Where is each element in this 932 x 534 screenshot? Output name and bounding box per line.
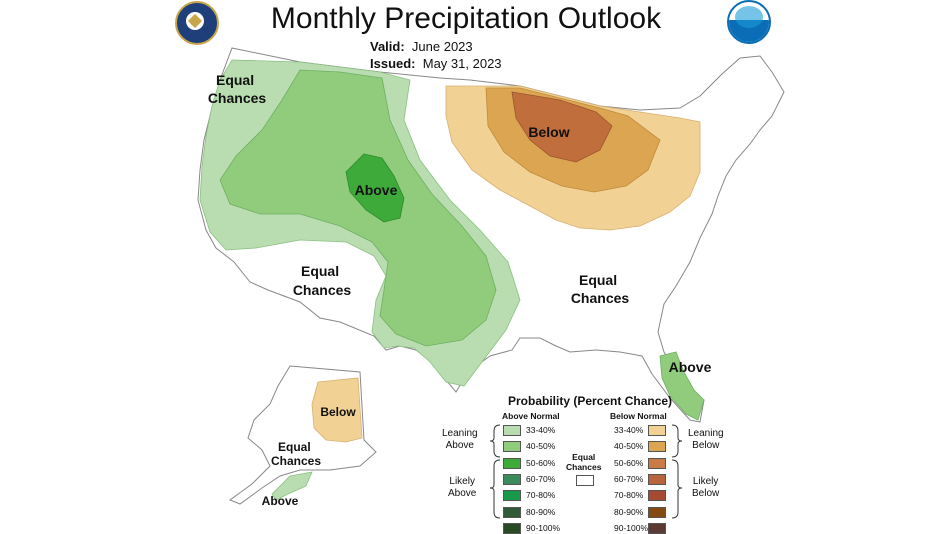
legend-equal-chances: Equal Chances xyxy=(566,452,602,472)
legend-swatch-below-1 xyxy=(648,441,666,452)
legend-brace-likely-below xyxy=(671,459,683,519)
legend-swatch-above-6 xyxy=(503,523,521,534)
legend-range-below-0: 33-40% xyxy=(614,425,644,435)
label-florida-above: Above xyxy=(669,359,712,375)
label-alaska-se-above: Above xyxy=(262,494,299,508)
legend-title: Probability (Percent Chance) xyxy=(508,394,673,408)
legend-above-header: Above Normal xyxy=(502,411,560,421)
legend-range-above-3: 60-70% xyxy=(526,474,556,484)
legend-swatch-below-6 xyxy=(648,523,666,534)
outlook-dates: Valid: June 2023 Issued: May 31, 2023 xyxy=(370,38,502,72)
legend-range-above-5: 80-90% xyxy=(526,507,556,517)
legend-range-below-1: 40-50% xyxy=(614,441,644,451)
page-title: Monthly Precipitation Outlook xyxy=(270,2,662,35)
legend-brace-leaning-below xyxy=(671,424,683,458)
legend-swatch-above-4 xyxy=(503,490,521,501)
legend-swatch-above-0 xyxy=(503,425,521,436)
commerce-seal-icon xyxy=(175,1,219,45)
legend-brace-likely-above xyxy=(489,459,501,519)
legend-likely-below: Likely Below xyxy=(692,476,720,499)
label-east-equal-chances: Equal Chances xyxy=(571,272,630,306)
legend-range-above-0: 33-40% xyxy=(526,425,556,435)
legend-brace-leaning-above xyxy=(489,424,501,458)
region-above-50-60-rockies xyxy=(345,153,405,223)
legend-range-below-2: 50-60% xyxy=(614,458,644,468)
region-above-33-40-alaska-se xyxy=(271,471,313,501)
legend-swatch-below-2 xyxy=(648,458,666,469)
legend-swatch-below-3 xyxy=(648,474,666,485)
legend-range-above-2: 50-60% xyxy=(526,458,556,468)
legend-swatch-below-5 xyxy=(648,507,666,518)
legend-leaning-above: Leaning Above xyxy=(442,428,478,451)
label-alaska-equal-chances: Equal Chances xyxy=(271,440,321,468)
region-above-40-50-florida xyxy=(659,351,705,421)
issued-label: Issued: xyxy=(370,56,416,71)
issued-value: May 31, 2023 xyxy=(422,56,502,71)
legend-range-above-1: 40-50% xyxy=(526,441,556,451)
region-above-40-50-west xyxy=(219,69,497,347)
legend-leaning-below: Leaning Below xyxy=(688,428,724,451)
legend-swatch-equal xyxy=(576,475,594,486)
legend-range-below-6: 90-100% xyxy=(614,523,649,533)
legend-swatch-above-1 xyxy=(503,441,521,452)
legend-swatch-below-0 xyxy=(648,425,666,436)
valid-value: June 2023 xyxy=(411,39,473,54)
label-alaska-below: Below xyxy=(320,405,356,419)
valid-label: Valid: xyxy=(370,39,405,54)
legend-likely-above: Likely Above xyxy=(448,476,477,499)
region-below-33-40-alaska xyxy=(311,377,363,443)
label-rockies-above: Above xyxy=(355,182,398,198)
legend-range-above-4: 70-80% xyxy=(526,490,556,500)
noaa-logo-icon xyxy=(727,0,771,44)
legend-swatch-above-3 xyxy=(503,474,521,485)
legend-below-header: Below Normal xyxy=(610,411,667,421)
label-great-lakes-below: Below xyxy=(528,124,569,140)
legend-swatch-above-2 xyxy=(503,458,521,469)
legend-range-below-5: 80-90% xyxy=(614,507,644,517)
label-nw-equal-chances: Equal Chances xyxy=(208,72,267,106)
legend-range-below-3: 60-70% xyxy=(614,474,644,484)
label-sw-equal-chances: Equal Chances xyxy=(293,263,352,298)
legend-range-above-6: 90-100% xyxy=(526,523,561,533)
legend-swatch-above-5 xyxy=(503,507,521,518)
legend-range-below-4: 70-80% xyxy=(614,490,644,500)
region-below-50-60-upper-midwest xyxy=(511,91,613,163)
legend-swatch-below-4 xyxy=(648,490,666,501)
